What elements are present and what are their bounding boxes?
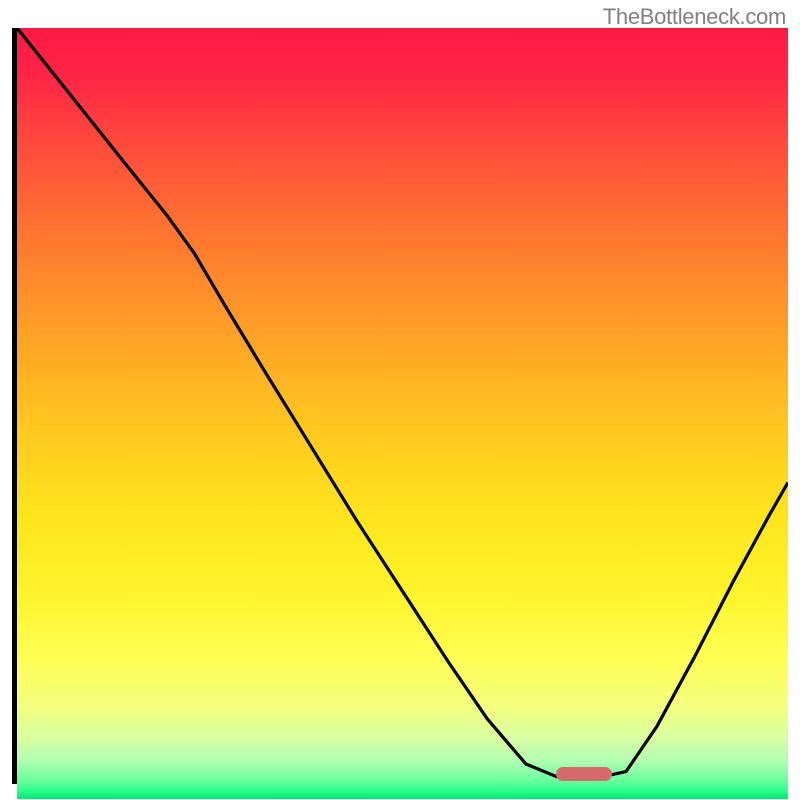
curve-path [17,28,788,777]
watermark-text: TheBottleneck.com [603,4,786,30]
optimal-range-marker [556,767,612,781]
chart-line [17,28,788,779]
chart-plot-area [12,28,788,784]
